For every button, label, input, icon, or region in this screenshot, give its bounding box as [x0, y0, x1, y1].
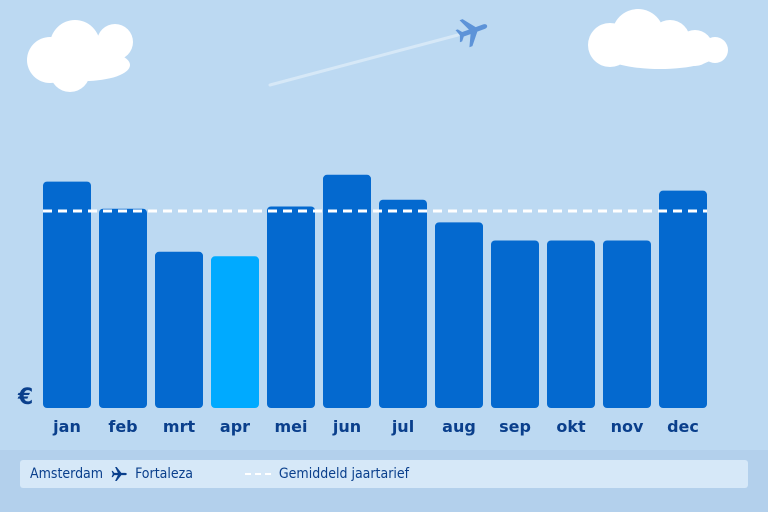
- month-label-jul: jul: [391, 417, 414, 436]
- bar-jul: [379, 199, 427, 408]
- cloud-icon: [27, 20, 133, 92]
- month-labels: jan feb mrt apr mei jun jul aug sep okt nov dec: [52, 417, 699, 436]
- legend-average-label: Gemiddeld jaartarief: [278, 466, 410, 482]
- bar-sep: [491, 240, 539, 408]
- month-label-aug: aug: [442, 417, 476, 436]
- price-chart: jan feb mrt apr mei jun jul aug sep okt nov dec €: [17, 9, 728, 436]
- month-label-apr: apr: [220, 417, 250, 436]
- month-label-jun: jun: [332, 417, 361, 436]
- bars: [43, 174, 707, 408]
- origin-city: Amsterdam: [30, 466, 104, 482]
- bar-mei: [267, 206, 315, 408]
- bar-dec: [659, 190, 707, 408]
- month-label-nov: nov: [611, 417, 644, 436]
- month-label-mrt: mrt: [163, 417, 196, 436]
- cloud-icon: [588, 9, 728, 69]
- contrail: [268, 33, 460, 87]
- legend-dash-swatch: [244, 473, 271, 475]
- bar-feb: [99, 208, 147, 408]
- airplane-icon: [455, 19, 488, 48]
- legend-average: Gemiddeld jaartarief: [244, 466, 410, 482]
- bar-aug: [435, 222, 483, 408]
- month-label-dec: dec: [667, 417, 699, 436]
- bar-apr: [211, 256, 259, 408]
- month-label-sep: sep: [499, 417, 531, 436]
- month-label-okt: okt: [556, 417, 586, 436]
- month-label-feb: feb: [108, 417, 137, 436]
- month-label-mei: mei: [274, 417, 307, 436]
- bar-nov: [603, 240, 651, 408]
- bar-jun: [323, 174, 371, 408]
- bar-jan: [43, 181, 91, 408]
- route-legend: Amsterdam Fortaleza Gemiddeld jaartarief: [20, 460, 748, 488]
- destination-city: Fortaleza: [135, 466, 193, 482]
- bar-mrt: [155, 251, 203, 408]
- bar-okt: [547, 240, 595, 408]
- airplane-icon: [109, 467, 129, 481]
- euro-sign: €: [17, 385, 33, 410]
- month-label-jan: jan: [52, 417, 81, 436]
